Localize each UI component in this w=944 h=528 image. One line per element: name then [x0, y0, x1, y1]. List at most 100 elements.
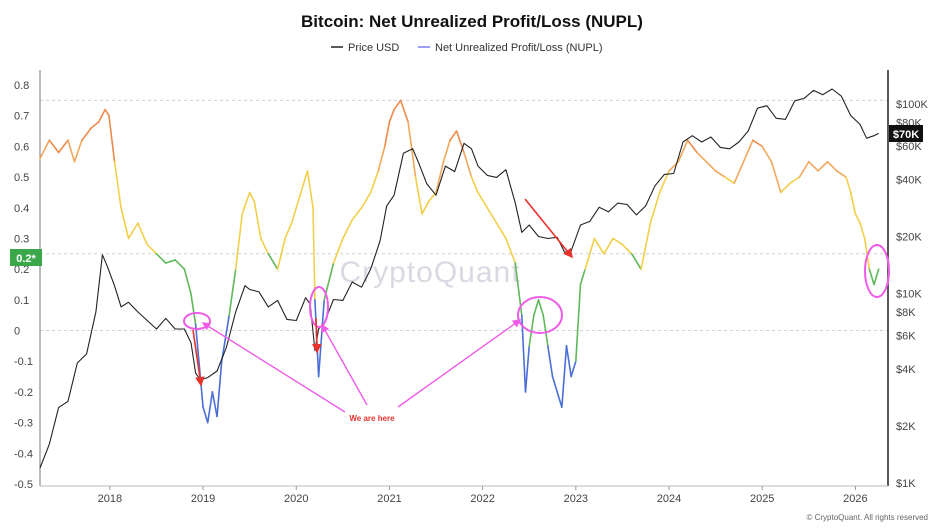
- nupl-segment: [73, 139, 83, 163]
- nupl-segment: [414, 176, 423, 215]
- nupl-segment: [248, 191, 256, 203]
- nupl-segment: [120, 206, 130, 240]
- nupl-segment: [528, 314, 535, 347]
- nupl-segment: [300, 170, 309, 194]
- nupl-segment: [206, 391, 214, 424]
- x-tick-label: 2026: [843, 493, 867, 505]
- nupl-segment: [486, 206, 498, 224]
- nupl-segment: [97, 108, 107, 123]
- left-tick-label: -0.5: [14, 479, 33, 491]
- nupl-segment: [640, 222, 652, 270]
- nupl-segment: [216, 360, 223, 418]
- nupl-segment: [284, 222, 293, 240]
- nupl-segment: [276, 237, 286, 270]
- price-line: [39, 88, 879, 469]
- nupl-segment: [551, 375, 558, 393]
- nupl-segment: [817, 160, 829, 172]
- nupl-segment: [807, 160, 819, 172]
- nupl-segment: [556, 391, 563, 409]
- nupl-segment: [505, 237, 517, 264]
- nupl-series: [39, 99, 880, 424]
- nupl-segment: [798, 160, 810, 178]
- nupl-segment: [477, 191, 489, 209]
- red-arrow-2022: [524, 198, 574, 259]
- nupl-segment: [612, 237, 624, 246]
- nupl-badge-label: 0.2*: [16, 253, 36, 265]
- right-tick-label: $80K: [896, 117, 922, 129]
- nupl-segment: [137, 222, 148, 246]
- nupl-segment: [67, 139, 76, 163]
- nupl-segment: [570, 360, 577, 378]
- nupl-segment: [561, 345, 568, 409]
- nupl-segment: [228, 268, 237, 316]
- nupl-segment: [48, 139, 60, 154]
- right-tick-label: $8K: [896, 307, 916, 319]
- nupl-segment: [873, 268, 880, 286]
- footer-copyright: © CryptoQuant. All rights reserved: [807, 513, 929, 522]
- annotations: We are here: [183, 198, 890, 423]
- pink-arrow-2022: [397, 319, 522, 408]
- nupl-segment: [789, 176, 801, 185]
- nupl-segment: [267, 253, 279, 270]
- red-arrow-2020: [311, 317, 322, 354]
- nupl-segment: [565, 345, 572, 378]
- nupl-segment: [104, 108, 110, 117]
- nupl-segment: [524, 345, 531, 393]
- nupl-segment: [845, 176, 852, 194]
- nupl-segment: [686, 139, 698, 154]
- x-tick-label: 2020: [284, 493, 308, 505]
- nupl-segment: [435, 160, 445, 194]
- nupl-segment: [155, 253, 167, 264]
- left-tick-label: -0.4: [14, 448, 33, 460]
- left-tick-label: 0.3: [14, 233, 29, 245]
- right-tick-label: $40K: [896, 174, 922, 186]
- x-tick-label: 2019: [191, 493, 215, 505]
- left-tick-label: 0.1: [14, 295, 29, 307]
- x-tick-label: 2018: [98, 493, 122, 505]
- nupl-segment: [127, 222, 139, 240]
- nupl-segment: [312, 206, 316, 301]
- x-tick-label: 2021: [377, 493, 401, 505]
- legend-label-nupl: Net Unrealized Profit/Loss (NUPL): [435, 42, 603, 54]
- right-tick-label: $4K: [896, 364, 916, 376]
- watermark: CryptoQuant: [339, 256, 520, 289]
- nupl-segment: [742, 139, 754, 163]
- nupl-segment: [630, 253, 642, 270]
- nupl-badge-bg: [10, 249, 42, 266]
- nupl-segment: [455, 130, 465, 154]
- nupl-segment: [306, 170, 314, 209]
- nupl-segment: [421, 200, 430, 215]
- left-axis: 0.8 0.7 0.6 0.5 0.4 0.3 0.2 0.1 0 -0.1 -0.2 -0.3 -0.…: [14, 70, 41, 491]
- nupl-segment: [733, 160, 745, 185]
- nupl-segment: [399, 99, 409, 123]
- price-badge-bg: [889, 125, 923, 142]
- left-tick-label: 0.5: [14, 172, 29, 184]
- chart-title: Bitcoin: Net Unrealized Profit/Loss (NUP…: [301, 12, 643, 31]
- nupl-segment: [57, 139, 69, 154]
- nupl-segment: [470, 176, 479, 194]
- nupl-segment: [165, 259, 176, 264]
- right-tick-label: $100K: [896, 99, 928, 111]
- nupl-segment: [234, 213, 244, 270]
- nupl-segment: [770, 160, 782, 194]
- left-tick-label: -0.3: [14, 418, 33, 430]
- nupl-segment: [241, 191, 251, 215]
- nupl-segment: [290, 191, 302, 224]
- nupl-segment: [174, 259, 186, 270]
- nupl-segment: [377, 145, 386, 172]
- left-tick-label: -0.1: [14, 356, 33, 368]
- left-tick-label: 0.8: [14, 80, 29, 92]
- legend: Price USD Net Unrealized Profit/Loss (NU…: [331, 42, 603, 54]
- nupl-segment: [342, 219, 353, 240]
- nupl-segment: [39, 139, 51, 160]
- x-tick-label: 2022: [470, 493, 494, 505]
- nupl-segment: [317, 299, 326, 378]
- nupl-segment: [90, 121, 100, 129]
- nupl-segment: [108, 114, 116, 163]
- nupl-segment: [677, 139, 689, 163]
- nupl-segment: [351, 206, 363, 221]
- left-tick-label: 0: [14, 326, 20, 338]
- nupl-segment: [584, 237, 596, 270]
- red-arrow-2019: [192, 329, 205, 387]
